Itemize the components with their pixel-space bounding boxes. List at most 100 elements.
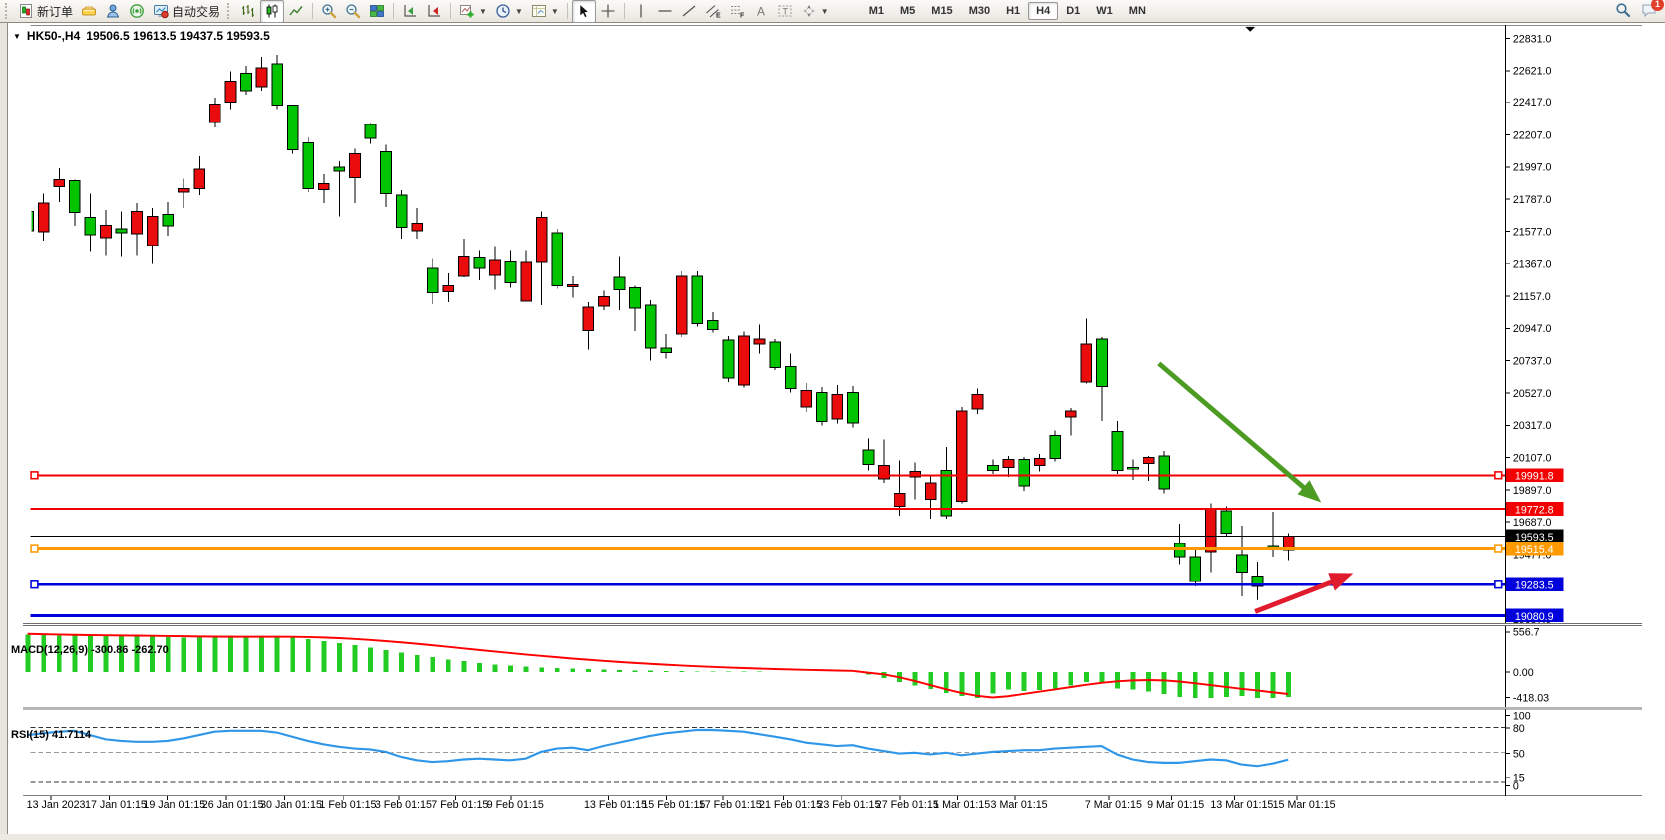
chevron-down-icon: ▼ (514, 6, 523, 16)
chevron-down-icon: ▼ (820, 6, 829, 16)
deposit-button[interactable] (77, 0, 101, 23)
crosshair-icon (601, 4, 615, 18)
tf-mn-button[interactable]: MN (1128, 5, 1146, 17)
periods-button[interactable]: ▼ (491, 0, 527, 23)
svg-text:7 Feb 01:15: 7 Feb 01:15 (431, 799, 488, 811)
auto-trading-icon (154, 5, 169, 19)
line-handle[interactable] (30, 580, 39, 589)
price-label-19772.8: 19772.8 (1515, 504, 1554, 516)
tf-m1-button[interactable]: M1 (868, 5, 884, 17)
svg-text:13 Mar 01:15: 13 Mar 01:15 (1210, 799, 1273, 811)
price-axis: 22831.0 22621.0 22417.0 22207.0 21997.0 21787… (1505, 33, 1552, 626)
trendline-icon (682, 5, 696, 17)
svg-text:15 Mar 01:15: 15 Mar 01:15 (1273, 799, 1336, 811)
new-order-label: 新订单 (37, 4, 74, 19)
shapes-icon (802, 5, 815, 17)
chevron-down-icon: ▼ (479, 6, 487, 16)
channel-tool-button[interactable]: E (701, 0, 725, 23)
line-handle[interactable] (30, 544, 39, 553)
zoom-in-button[interactable] (317, 0, 341, 23)
svg-text:21787.0: 21787.0 (1513, 194, 1552, 206)
zoom-out-button[interactable] (341, 0, 365, 23)
shapes-tool-button[interactable]: ▼ (797, 0, 833, 23)
line-handle[interactable] (1494, 471, 1503, 480)
svg-text:T: T (782, 7, 788, 17)
svg-text:-418.03: -418.03 (1513, 692, 1549, 704)
line-handle[interactable] (30, 471, 39, 480)
svg-text:13 Jan 2023: 13 Jan 2023 (27, 799, 86, 811)
auto-scroll-button[interactable] (422, 0, 446, 23)
tf-m30-button[interactable]: M30 (968, 5, 991, 17)
svg-text:20737.0: 20737.0 (1513, 356, 1552, 368)
crosshair-tool-button[interactable] (596, 0, 620, 23)
downtrend-arrow[interactable] (1157, 361, 1322, 503)
toolbar-grip[interactable] (227, 3, 233, 19)
svg-text:27 Feb 01:15: 27 Feb 01:15 (876, 799, 939, 811)
macd-signal-line (27, 632, 1289, 699)
svg-text:20527.0: 20527.0 (1513, 388, 1552, 400)
trendline-tool-button[interactable] (677, 0, 701, 23)
chart-shift-marker[interactable] (1245, 26, 1256, 32)
svg-text:15: 15 (1513, 773, 1525, 785)
price-label-19283.5: 19283.5 (1515, 580, 1554, 592)
signals-button[interactable] (125, 0, 149, 23)
uptrend-arrow[interactable] (1254, 573, 1354, 614)
vertical-line-tool-button[interactable] (629, 0, 653, 23)
svg-text:100: 100 (1513, 710, 1531, 722)
svg-text:22417.0: 22417.0 (1513, 97, 1552, 109)
new-order-button[interactable]: 新订单 (14, 0, 77, 23)
svg-text:19687.0: 19687.0 (1513, 517, 1552, 529)
cursor-icon (579, 3, 589, 18)
search-icon[interactable] (1615, 2, 1631, 18)
svg-text:26 Jan 01:15: 26 Jan 01:15 (202, 799, 264, 811)
chart-canvas[interactable]: 22831.0 22621.0 22417.0 22207.0 21997.0 21787… (0, 23, 1665, 840)
svg-text:19897.0: 19897.0 (1513, 485, 1552, 497)
svg-text:A: A (757, 5, 765, 19)
notifications-button[interactable]: 1 (1641, 0, 1664, 18)
svg-text:50: 50 (1513, 748, 1525, 760)
fibonacci-tool-button[interactable]: F (725, 0, 749, 23)
line-chart-mode-button[interactable] (284, 0, 308, 23)
vertical-line-icon (640, 4, 642, 18)
tile-windows-icon (370, 5, 384, 17)
svg-text:21997.0: 21997.0 (1513, 162, 1552, 174)
tf-h1-button[interactable]: H1 (1006, 5, 1021, 17)
line-handle[interactable] (1494, 544, 1503, 553)
svg-text:22207.0: 22207.0 (1513, 129, 1552, 141)
horizontal-lines-layer (30, 471, 1506, 617)
bar-chart-mode-button[interactable] (236, 0, 260, 23)
svg-text:30 Jan 01:15: 30 Jan 01:15 (260, 799, 322, 811)
hline-19283.5[interactable] (30, 580, 1506, 589)
chart-shift-icon (404, 5, 417, 17)
auto-trading-label: 自动交易 (172, 4, 221, 19)
svg-text:80: 80 (1513, 723, 1525, 735)
line-chart-icon (289, 6, 303, 16)
indicators-button[interactable]: ▼ (455, 0, 491, 23)
accounts-button[interactable] (101, 0, 125, 23)
tf-h4-button[interactable]: H4 (1028, 2, 1059, 20)
cursor-tool-button[interactable] (571, 0, 596, 23)
tf-m15-button[interactable]: M15 (931, 5, 953, 17)
horizontal-line-tool-button[interactable] (653, 0, 677, 23)
tile-windows-button[interactable] (365, 0, 389, 23)
text-tool-button[interactable]: A (749, 0, 773, 23)
svg-text:20107.0: 20107.0 (1513, 452, 1552, 464)
tf-d1-button[interactable]: D1 (1066, 5, 1081, 17)
chart-shift-button[interactable] (398, 0, 422, 23)
tf-m5-button[interactable]: M5 (900, 5, 916, 17)
hline-19515.4[interactable] (30, 544, 1506, 553)
tf-w1-button[interactable]: W1 (1096, 5, 1113, 17)
price-label-19515.4: 19515.4 (1515, 544, 1554, 556)
svg-text:21157.0: 21157.0 (1513, 291, 1551, 303)
hline-19991.8[interactable] (30, 471, 1506, 480)
templates-button[interactable]: ▼ (527, 0, 563, 23)
label-tool-button[interactable]: T (773, 0, 797, 23)
auto-trading-button[interactable]: 自动交易 (149, 0, 224, 23)
line-handle[interactable] (1494, 580, 1503, 589)
price-label-19991.8: 19991.8 (1515, 471, 1554, 483)
svg-text:17 Feb 01:15: 17 Feb 01:15 (699, 799, 762, 811)
toolbar-grip[interactable] (5, 3, 11, 19)
candle-chart-mode-button[interactable] (260, 0, 285, 23)
